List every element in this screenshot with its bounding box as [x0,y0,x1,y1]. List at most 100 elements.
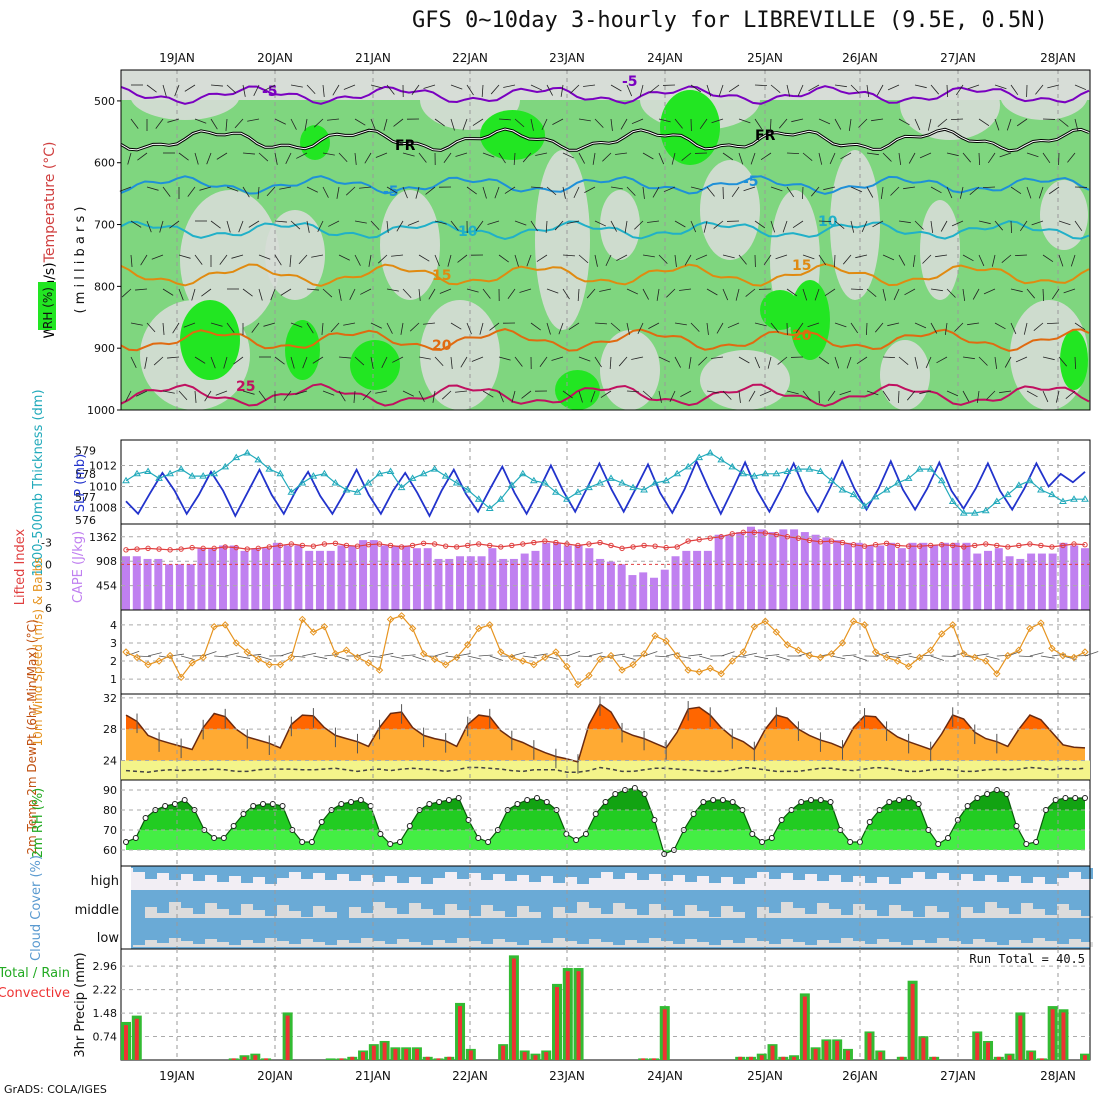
cape-bar [316,551,324,610]
precip-conv-bar [749,1057,753,1060]
cloud-mid-bar [841,915,853,918]
precip-conv-bar [512,959,516,1060]
cape-bar [596,559,604,610]
cloud-low-bar [157,943,169,947]
contour-label: -5 [743,174,759,190]
cloud-low-bar [805,945,817,947]
cape-bar [725,535,733,610]
precip-conv-bar [771,1046,775,1060]
precip-conv-bar [1029,1052,1033,1060]
cloud-mid-bar [853,904,865,918]
cloud-low-bar [145,940,157,947]
cloud-low-bar [481,944,493,947]
contour-label: -5 [383,184,399,200]
cloud-mid-bar [1069,910,1081,918]
cloud-low-bar [961,944,973,947]
rh2m-point [1034,840,1039,845]
cloud-low-bar [925,943,937,947]
rh2m-point [965,804,970,809]
cloud-low-bar [349,943,361,947]
cape-bar [747,527,755,610]
rh2m-point [867,820,872,825]
cloud-low-bar [865,944,877,947]
cloud-high-bar [697,868,709,876]
cloud-low-bar [601,942,613,947]
date-label-top: 26JAN [842,51,878,65]
rh2m-point [1063,796,1068,801]
cloud-low-bar [1045,941,1057,947]
rh2m-point [319,820,324,825]
cloud-low-bar [433,940,445,947]
cape-bar [434,559,442,610]
rh2m-point [779,818,784,823]
rh2m-point [799,800,804,805]
cloud-mid-bar [517,906,529,918]
cloud-mid-bar [997,908,1009,918]
cape-bar [208,548,216,610]
cloud-high-bar [457,868,469,879]
cape-bar [144,559,152,610]
contour-label: 15 [792,258,811,274]
rh2m-point [300,840,305,845]
cloud-mid-bar [277,905,289,918]
cape-bar [1070,546,1078,611]
cloud-high-bar [229,868,241,876]
precip-conv-bar [243,1057,247,1060]
cloud-high-bar [901,868,913,878]
cloud-high-bar [289,868,301,872]
rh2m-point [809,798,814,803]
rh-low-region [600,190,640,260]
precip-conv-bar [997,1057,1001,1060]
rh2m-point [515,802,520,807]
cloud-mid-bar [253,910,265,918]
cape-bar [553,543,561,610]
cloud-high-bar [493,868,505,874]
cloud-mid-bar [721,906,733,918]
cloud-mid-bar [1021,903,1033,918]
precip-conv-bar [911,984,915,1060]
rh-low-region [535,150,590,330]
cloud-mid-bar [805,914,817,918]
precip-conv-bar [340,1058,344,1060]
precip-conv-bar [975,1033,979,1060]
yaxis-label-precip: 3hr Precip (mm) [73,952,88,1057]
precip-conv-bar [533,1055,537,1060]
cloud-high-bar [745,868,757,878]
precip-conv-bar [232,1058,236,1060]
cloud-mid-bar [685,905,697,918]
contour-label: 15 [432,268,451,284]
cape-bar [1059,543,1067,610]
cape-bar [693,551,701,610]
cloud-low-bar [937,938,949,947]
ytick-label: 3 [45,580,52,593]
rh2m-point [535,796,540,801]
ytick-label: -3 [41,537,52,550]
rh-low-region [380,190,440,300]
cloud-mid-bar [817,903,829,918]
rh2m-point [985,792,990,797]
date-label-bottom: 26JAN [842,1069,878,1083]
cloud-mid-bar [349,907,361,918]
rh2m-point [946,836,951,841]
cloud-mid-bar [445,904,457,918]
cloud-low-bar [361,938,373,947]
cape-bar [273,543,281,610]
rh2m-point [388,842,393,847]
precip-conv-bar [835,1041,839,1060]
rh-high-region [555,370,600,410]
cloud-low-bar [709,945,721,947]
date-label-bottom: 19JAN [159,1069,195,1083]
ytick-label: 70 [103,824,117,837]
cloud-low-bar [325,945,337,947]
cape-bar [359,540,367,610]
cloud-high-bar [985,868,997,875]
cloud-low-bar [889,942,901,947]
rh2m-point [583,832,588,837]
cloud-high-bar [349,868,361,881]
rh2m-point [897,798,902,803]
cape-bar [919,543,927,610]
cape-bar [758,529,766,610]
cape-bar [305,551,313,610]
cloud-mid-bar [1009,914,1021,918]
ytick-label: 1.48 [93,1007,118,1020]
